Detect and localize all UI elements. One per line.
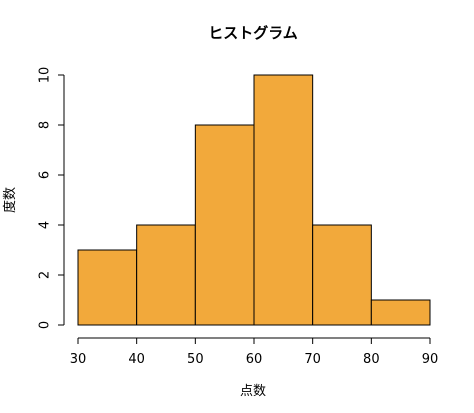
y-axis-label: 度数 <box>2 187 18 213</box>
histogram-bar-60-70 <box>253 74 314 326</box>
y-tick-label: 6 <box>38 171 53 179</box>
x-tick-label: 50 <box>187 352 204 367</box>
x-tick-label: 90 <box>422 352 439 367</box>
y-tick-label: 10 <box>38 67 53 84</box>
bars-group <box>77 74 431 326</box>
histogram-bar-80-90 <box>370 299 431 326</box>
histogram-bar-70-80 <box>312 224 372 326</box>
histogram-bar-40-50 <box>136 224 196 326</box>
chart-title: ヒストグラム <box>208 24 298 42</box>
x-axis-label: 点数 <box>240 384 266 399</box>
histogram-bar-30-40 <box>77 249 138 326</box>
histogram-bar-50-60 <box>194 124 255 326</box>
x-tick-label: 80 <box>363 352 380 367</box>
y-tick-label: 4 <box>38 221 53 229</box>
y-axis: 0 2 4 6 8 10 <box>38 67 65 329</box>
x-tick-label: 70 <box>304 352 321 367</box>
y-tick-label: 2 <box>38 271 53 279</box>
y-tick-label: 0 <box>38 321 53 329</box>
x-tick-label: 30 <box>70 352 87 367</box>
x-tick-label: 60 <box>246 352 263 367</box>
x-axis: 30 40 50 60 70 80 90 <box>70 337 439 367</box>
y-tick-label: 8 <box>38 121 53 129</box>
x-tick-label: 40 <box>128 352 145 367</box>
